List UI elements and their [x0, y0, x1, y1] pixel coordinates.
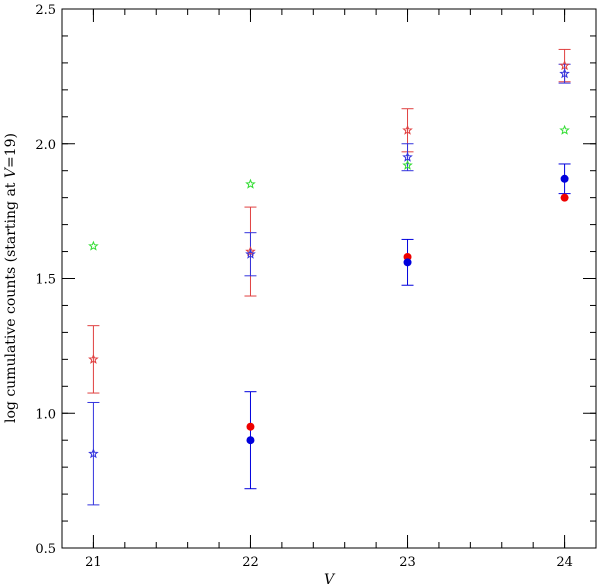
star-point [402, 159, 413, 170]
star-point [402, 124, 413, 135]
minor-ticks [61, 8, 597, 549]
y-tick-label: 2.5 [35, 3, 56, 18]
error-bars [87, 48, 571, 506]
circle-point [246, 436, 255, 445]
circle-point [403, 258, 412, 267]
circle-point [560, 193, 569, 202]
x-tick-label: 21 [85, 555, 102, 570]
star-point [559, 124, 570, 135]
y-tick-label: 0.5 [35, 542, 56, 557]
star-point [559, 68, 570, 79]
star-point [88, 448, 99, 459]
circle-point [246, 422, 255, 431]
star-point [88, 240, 99, 251]
circle-point [560, 174, 569, 183]
y-tick-label: 2.0 [35, 138, 56, 153]
star-point [245, 245, 256, 257]
x-axis-label: V [324, 572, 336, 587]
x-tick-label: 23 [399, 555, 416, 570]
star-point [402, 151, 413, 162]
star-point [245, 248, 256, 259]
x-tick-label: 24 [556, 555, 573, 570]
plot-frame [61, 8, 597, 549]
data-markers [88, 59, 570, 459]
major-ticks [62, 8, 596, 549]
y-axis-label: log cumulative counts (starting at V=19) [3, 133, 19, 423]
star-point [559, 59, 570, 71]
y-tick-labels: 0.5 1.0 1.5 2.0 2.5 [35, 3, 56, 557]
star-point [245, 178, 256, 189]
x-tick-label: 22 [242, 555, 259, 570]
y-tick-label: 1.5 [35, 273, 56, 288]
y-tick-label: 1.0 [35, 407, 56, 422]
star-point [88, 353, 99, 364]
x-tick-labels: 21 22 23 24 [85, 555, 573, 570]
